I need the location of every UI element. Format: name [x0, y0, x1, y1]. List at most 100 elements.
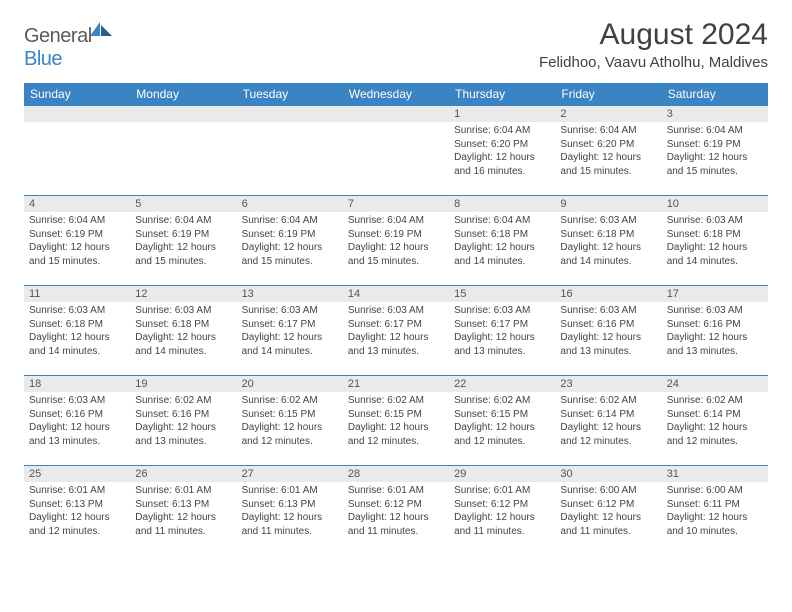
- day-data: Sunrise: 6:03 AMSunset: 6:17 PMDaylight:…: [449, 302, 555, 362]
- dow-cell: Tuesday: [237, 83, 343, 106]
- day-number: 20: [237, 376, 343, 392]
- month-title: August 2024: [539, 18, 768, 52]
- dow-cell: Friday: [555, 83, 661, 106]
- day-number: [24, 106, 130, 122]
- day-cell: 11Sunrise: 6:03 AMSunset: 6:18 PMDayligh…: [24, 286, 130, 376]
- day-number: 29: [449, 466, 555, 482]
- day-data: Sunrise: 6:04 AMSunset: 6:19 PMDaylight:…: [130, 212, 236, 272]
- day-cell: 24Sunrise: 6:02 AMSunset: 6:14 PMDayligh…: [662, 376, 768, 466]
- day-cell: 13Sunrise: 6:03 AMSunset: 6:17 PMDayligh…: [237, 286, 343, 376]
- day-number: 25: [24, 466, 130, 482]
- day-cell: 23Sunrise: 6:02 AMSunset: 6:14 PMDayligh…: [555, 376, 661, 466]
- day-data: Sunrise: 6:03 AMSunset: 6:18 PMDaylight:…: [662, 212, 768, 272]
- day-cell: 22Sunrise: 6:02 AMSunset: 6:15 PMDayligh…: [449, 376, 555, 466]
- day-cell: 3Sunrise: 6:04 AMSunset: 6:19 PMDaylight…: [662, 106, 768, 196]
- day-number: 12: [130, 286, 236, 302]
- page-header: General Blue August 2024 Felidhoo, Vaavu…: [24, 18, 768, 71]
- day-cell: 1Sunrise: 6:04 AMSunset: 6:20 PMDaylight…: [449, 106, 555, 196]
- day-number: 6: [237, 196, 343, 212]
- day-data: Sunrise: 6:02 AMSunset: 6:14 PMDaylight:…: [662, 392, 768, 452]
- day-number: 24: [662, 376, 768, 392]
- day-cell: [130, 106, 236, 196]
- title-block: August 2024 Felidhoo, Vaavu Atholhu, Mal…: [539, 18, 768, 71]
- day-cell: 15Sunrise: 6:03 AMSunset: 6:17 PMDayligh…: [449, 286, 555, 376]
- day-data: Sunrise: 6:03 AMSunset: 6:16 PMDaylight:…: [662, 302, 768, 362]
- dow-cell: Wednesday: [343, 83, 449, 106]
- day-data: [24, 122, 130, 180]
- brand-part2: Blue: [24, 48, 62, 70]
- day-data: Sunrise: 6:02 AMSunset: 6:15 PMDaylight:…: [449, 392, 555, 452]
- day-number: 26: [130, 466, 236, 482]
- day-cell: 6Sunrise: 6:04 AMSunset: 6:19 PMDaylight…: [237, 196, 343, 286]
- day-number: 27: [237, 466, 343, 482]
- day-data: Sunrise: 6:04 AMSunset: 6:19 PMDaylight:…: [662, 122, 768, 182]
- day-cell: 14Sunrise: 6:03 AMSunset: 6:17 PMDayligh…: [343, 286, 449, 376]
- day-data: [237, 122, 343, 180]
- day-cell: 18Sunrise: 6:03 AMSunset: 6:16 PMDayligh…: [24, 376, 130, 466]
- day-number: 13: [237, 286, 343, 302]
- day-cell: 17Sunrise: 6:03 AMSunset: 6:16 PMDayligh…: [662, 286, 768, 376]
- day-number: [343, 106, 449, 122]
- dow-cell: Thursday: [449, 83, 555, 106]
- dow-cell: Monday: [130, 83, 236, 106]
- day-number: 4: [24, 196, 130, 212]
- day-data: Sunrise: 6:00 AMSunset: 6:12 PMDaylight:…: [555, 482, 661, 542]
- day-number: 18: [24, 376, 130, 392]
- day-number: 3: [662, 106, 768, 122]
- day-cell: 8Sunrise: 6:04 AMSunset: 6:18 PMDaylight…: [449, 196, 555, 286]
- day-data: Sunrise: 6:03 AMSunset: 6:18 PMDaylight:…: [130, 302, 236, 362]
- day-cell: [343, 106, 449, 196]
- day-cell: 31Sunrise: 6:00 AMSunset: 6:11 PMDayligh…: [662, 466, 768, 556]
- day-number: 7: [343, 196, 449, 212]
- day-number: 10: [662, 196, 768, 212]
- day-number: 2: [555, 106, 661, 122]
- day-cell: 19Sunrise: 6:02 AMSunset: 6:16 PMDayligh…: [130, 376, 236, 466]
- day-data: Sunrise: 6:03 AMSunset: 6:18 PMDaylight:…: [555, 212, 661, 272]
- week-row: 18Sunrise: 6:03 AMSunset: 6:16 PMDayligh…: [24, 376, 768, 466]
- day-cell: 29Sunrise: 6:01 AMSunset: 6:12 PMDayligh…: [449, 466, 555, 556]
- day-number: 15: [449, 286, 555, 302]
- day-cell: 28Sunrise: 6:01 AMSunset: 6:12 PMDayligh…: [343, 466, 449, 556]
- day-data: Sunrise: 6:03 AMSunset: 6:16 PMDaylight:…: [24, 392, 130, 452]
- day-number: 28: [343, 466, 449, 482]
- day-data: Sunrise: 6:04 AMSunset: 6:20 PMDaylight:…: [555, 122, 661, 182]
- day-cell: 30Sunrise: 6:00 AMSunset: 6:12 PMDayligh…: [555, 466, 661, 556]
- week-row: 1Sunrise: 6:04 AMSunset: 6:20 PMDaylight…: [24, 106, 768, 196]
- location-label: Felidhoo, Vaavu Atholhu, Maldives: [539, 54, 768, 71]
- day-cell: 10Sunrise: 6:03 AMSunset: 6:18 PMDayligh…: [662, 196, 768, 286]
- sail-icon: [90, 22, 112, 36]
- day-number: 5: [130, 196, 236, 212]
- day-number: 22: [449, 376, 555, 392]
- day-data: Sunrise: 6:01 AMSunset: 6:12 PMDaylight:…: [449, 482, 555, 542]
- day-data: Sunrise: 6:04 AMSunset: 6:19 PMDaylight:…: [343, 212, 449, 272]
- calendar-table: SundayMondayTuesdayWednesdayThursdayFrid…: [24, 83, 768, 556]
- day-cell: 25Sunrise: 6:01 AMSunset: 6:13 PMDayligh…: [24, 466, 130, 556]
- day-data: Sunrise: 6:04 AMSunset: 6:20 PMDaylight:…: [449, 122, 555, 182]
- day-data: Sunrise: 6:04 AMSunset: 6:19 PMDaylight:…: [24, 212, 130, 272]
- day-number: 14: [343, 286, 449, 302]
- day-number: 16: [555, 286, 661, 302]
- day-cell: 12Sunrise: 6:03 AMSunset: 6:18 PMDayligh…: [130, 286, 236, 376]
- day-number: [130, 106, 236, 122]
- day-data: [130, 122, 236, 180]
- day-cell: 27Sunrise: 6:01 AMSunset: 6:13 PMDayligh…: [237, 466, 343, 556]
- day-cell: 5Sunrise: 6:04 AMSunset: 6:19 PMDaylight…: [130, 196, 236, 286]
- day-data: Sunrise: 6:02 AMSunset: 6:15 PMDaylight:…: [343, 392, 449, 452]
- day-data: Sunrise: 6:01 AMSunset: 6:13 PMDaylight:…: [130, 482, 236, 542]
- day-data: Sunrise: 6:03 AMSunset: 6:18 PMDaylight:…: [24, 302, 130, 362]
- day-data: Sunrise: 6:04 AMSunset: 6:19 PMDaylight:…: [237, 212, 343, 272]
- day-data: Sunrise: 6:01 AMSunset: 6:13 PMDaylight:…: [24, 482, 130, 542]
- day-data: Sunrise: 6:00 AMSunset: 6:11 PMDaylight:…: [662, 482, 768, 542]
- day-data: Sunrise: 6:04 AMSunset: 6:18 PMDaylight:…: [449, 212, 555, 272]
- day-cell: 7Sunrise: 6:04 AMSunset: 6:19 PMDaylight…: [343, 196, 449, 286]
- day-cell: 21Sunrise: 6:02 AMSunset: 6:15 PMDayligh…: [343, 376, 449, 466]
- day-cell: [24, 106, 130, 196]
- day-number: 30: [555, 466, 661, 482]
- day-number: 9: [555, 196, 661, 212]
- day-number: 1: [449, 106, 555, 122]
- day-data: Sunrise: 6:01 AMSunset: 6:12 PMDaylight:…: [343, 482, 449, 542]
- day-data: Sunrise: 6:02 AMSunset: 6:15 PMDaylight:…: [237, 392, 343, 452]
- day-data: Sunrise: 6:02 AMSunset: 6:16 PMDaylight:…: [130, 392, 236, 452]
- day-cell: 9Sunrise: 6:03 AMSunset: 6:18 PMDaylight…: [555, 196, 661, 286]
- day-number: [237, 106, 343, 122]
